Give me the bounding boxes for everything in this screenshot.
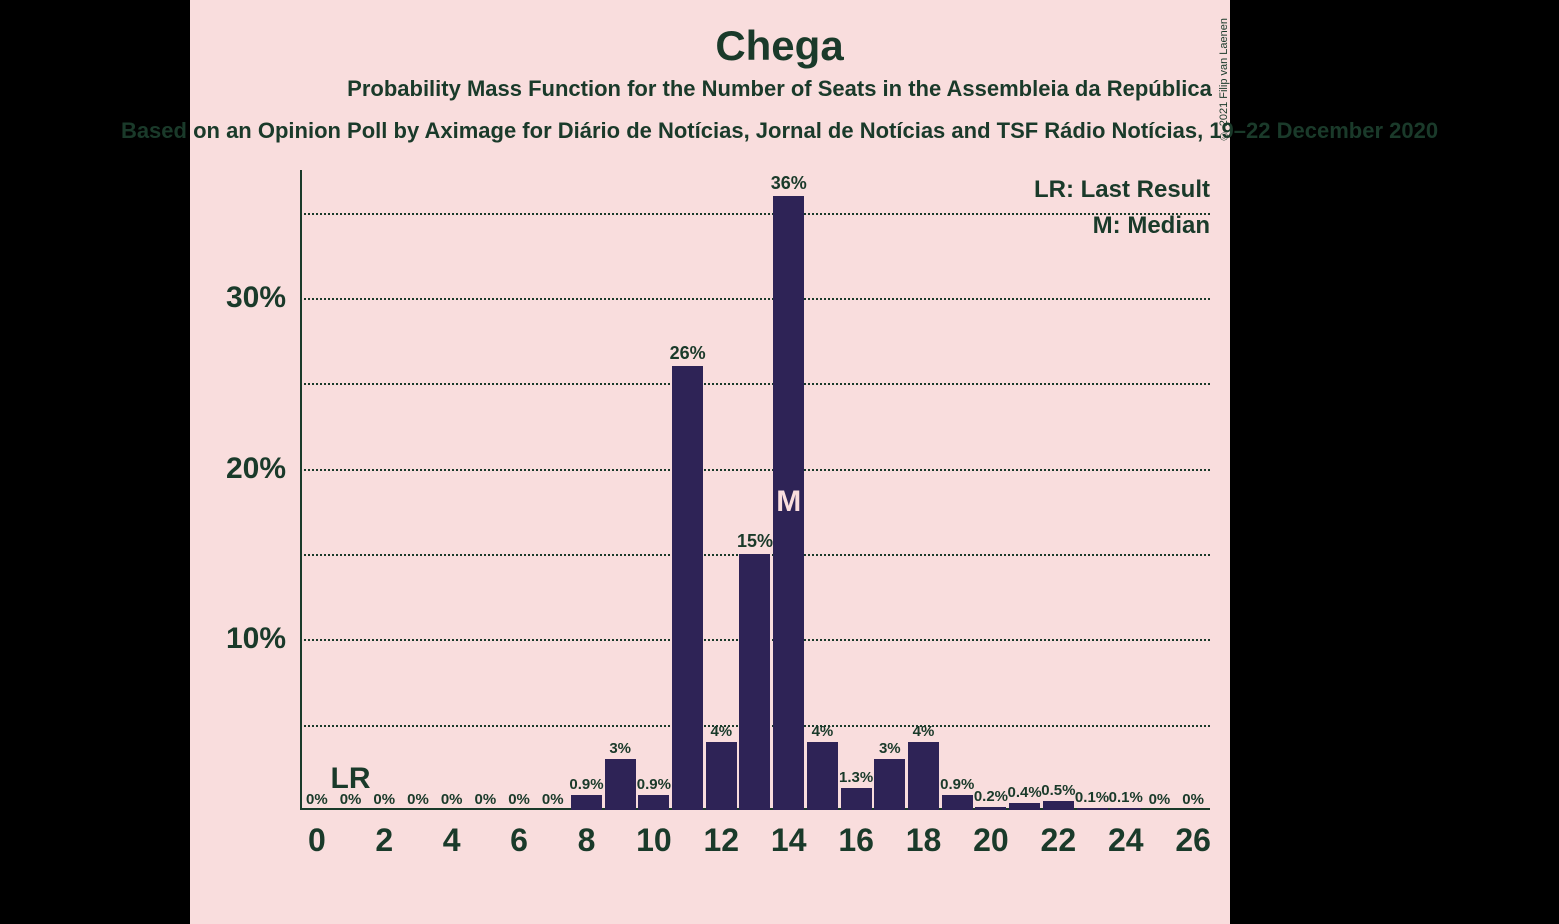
bar bbox=[638, 795, 669, 810]
bar-value-label: 0.1% bbox=[1075, 789, 1109, 806]
bar-value-label: 0% bbox=[1182, 791, 1204, 808]
x-tick-label: 16 bbox=[838, 810, 874, 859]
bar-value-label: 0.1% bbox=[1109, 789, 1143, 806]
bar-value-label: 0% bbox=[373, 791, 395, 808]
x-tick-label: 22 bbox=[1041, 810, 1077, 859]
bar bbox=[841, 788, 872, 810]
x-tick-label: 24 bbox=[1108, 810, 1144, 859]
bar bbox=[1077, 808, 1108, 810]
bar-value-label: 0% bbox=[475, 791, 497, 808]
x-tick-label: 18 bbox=[906, 810, 942, 859]
y-tick-label: 30% bbox=[226, 281, 300, 315]
chart-source: Based on an Opinion Poll by Aximage for … bbox=[0, 118, 1559, 144]
x-tick-label: 10 bbox=[636, 810, 672, 859]
legend-median: M: Median bbox=[1093, 212, 1210, 240]
bar-value-label: 3% bbox=[609, 740, 631, 757]
bar-value-label: 4% bbox=[710, 723, 732, 740]
x-tick-label: 20 bbox=[973, 810, 1009, 859]
bar-value-label: 15% bbox=[737, 531, 773, 552]
bar-value-label: 0% bbox=[508, 791, 530, 808]
bar-value-label: 3% bbox=[879, 740, 901, 757]
bar-value-label: 0.9% bbox=[569, 776, 603, 793]
x-tick-label: 0 bbox=[308, 810, 326, 859]
bar bbox=[874, 759, 905, 810]
bar-value-label: 0.5% bbox=[1041, 782, 1075, 799]
bar-value-label: 0.4% bbox=[1008, 784, 1042, 801]
x-tick-label: 12 bbox=[703, 810, 739, 859]
bar-value-label: 36% bbox=[771, 173, 807, 194]
last-result-marker: LR bbox=[331, 762, 371, 796]
bar-value-label: 0% bbox=[441, 791, 463, 808]
bar bbox=[975, 807, 1006, 810]
chart-area: 10%20%30% 02468101214161820222426 0%0%0%… bbox=[300, 170, 1210, 810]
x-tick-label: 8 bbox=[578, 810, 596, 859]
bar-value-label: 0.2% bbox=[974, 788, 1008, 805]
bar-value-label: 1.3% bbox=[839, 769, 873, 786]
bar bbox=[908, 742, 939, 810]
copyright-text: © 2021 Filip van Laenen bbox=[1218, 18, 1230, 141]
bar-value-label: 0.9% bbox=[637, 776, 671, 793]
bar bbox=[605, 759, 636, 810]
chart-title: Chega bbox=[0, 22, 1559, 70]
bars-container: 0% 0% 0% 0% 0% 0% 0% 0% 0.9% 3% 0.9% 26% 4% 15% 36% 4% 1… bbox=[300, 170, 1210, 810]
bar bbox=[672, 366, 703, 810]
bar bbox=[571, 795, 602, 810]
bar-value-label: 0% bbox=[306, 791, 328, 808]
bar-value-label: 0% bbox=[1149, 791, 1171, 808]
bar-value-label: 26% bbox=[670, 343, 706, 364]
bar bbox=[942, 795, 973, 810]
x-tick-label: 4 bbox=[443, 810, 461, 859]
chart-subtitle: Probability Mass Function for the Number… bbox=[0, 76, 1559, 102]
bar bbox=[739, 554, 770, 810]
bar-value-label: 0% bbox=[542, 791, 564, 808]
bar-value-label: 0.9% bbox=[940, 776, 974, 793]
bar-value-label: 0% bbox=[407, 791, 429, 808]
legend-last-result: LR: Last Result bbox=[1034, 176, 1210, 204]
bar bbox=[706, 742, 737, 810]
y-tick-label: 20% bbox=[226, 452, 300, 486]
x-tick-label: 14 bbox=[771, 810, 807, 859]
median-marker: M bbox=[776, 485, 801, 519]
bar bbox=[1110, 808, 1141, 810]
bar-value-label: 4% bbox=[812, 723, 834, 740]
canvas: Chega Probability Mass Function for the … bbox=[0, 0, 1559, 924]
y-tick-label: 10% bbox=[226, 622, 300, 656]
bar bbox=[1009, 803, 1040, 810]
x-tick-label: 6 bbox=[510, 810, 528, 859]
x-tick-label: 26 bbox=[1175, 810, 1211, 859]
x-tick-label: 2 bbox=[375, 810, 393, 859]
bar bbox=[807, 742, 838, 810]
bar-value-label: 4% bbox=[913, 723, 935, 740]
bar bbox=[1043, 801, 1074, 810]
